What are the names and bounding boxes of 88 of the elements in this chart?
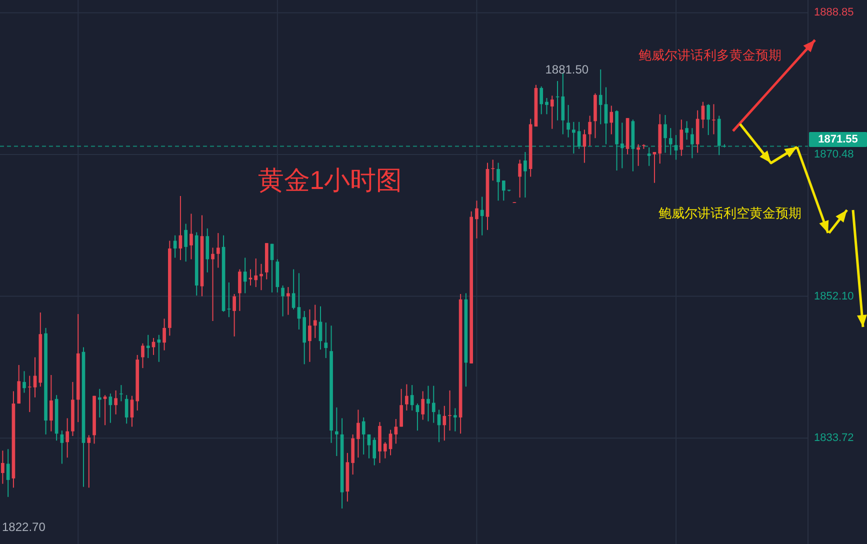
- candlestick: [636, 144, 640, 166]
- candlestick: [173, 234, 177, 258]
- text: 黄金1小时图: [258, 165, 402, 195]
- candlestick: [502, 180, 506, 202]
- candlestick: [540, 86, 544, 115]
- candlestick: [426, 385, 430, 422]
- candlestick: [545, 97, 548, 115]
- candlestick: [1, 450, 4, 484]
- candlestick: [518, 159, 522, 198]
- candlestick: [496, 162, 500, 202]
- candlestick: [216, 232, 220, 268]
- candlestick: [652, 152, 656, 184]
- candlestick: [87, 434, 91, 488]
- candlestick: [130, 395, 134, 428]
- candlestick: [566, 104, 570, 138]
- candlestick: [308, 308, 312, 362]
- candlestick: [442, 405, 446, 442]
- candlestick: [454, 408, 457, 432]
- candlestick: [281, 285, 284, 317]
- candlestick: [227, 282, 231, 318]
- candlestick: [184, 223, 188, 262]
- candlestick: [141, 342, 144, 369]
- y-tick-label: 1833.72: [814, 432, 854, 444]
- candlestick: [232, 293, 236, 337]
- candlestick: [706, 104, 710, 136]
- candlestick: [598, 68, 602, 125]
- candlestick: [405, 384, 408, 412]
- candlestick: [556, 80, 560, 121]
- candlestick: [524, 152, 527, 198]
- candlestick: [383, 442, 387, 459]
- candlestick: [588, 115, 592, 146]
- candlestick: [114, 390, 118, 415]
- candlestick: [372, 437, 376, 466]
- candlestick: [313, 304, 317, 338]
- candlestick: [491, 159, 495, 182]
- candlestick: [146, 334, 150, 359]
- candlestick: [124, 394, 128, 424]
- candlestick: [22, 370, 26, 394]
- annotation: 1881.50: [545, 62, 589, 76]
- y-tick-label: 1852.10: [814, 290, 854, 302]
- candlestick: [400, 388, 403, 428]
- candlestick: [334, 406, 338, 457]
- ref-line-label: 1871.55: [818, 133, 858, 146]
- candlestick: [98, 388, 102, 418]
- candlestick: [157, 334, 161, 362]
- candlestick: [211, 247, 214, 322]
- y-tick-label: 1870.48: [814, 148, 854, 160]
- candlestick: [685, 120, 688, 140]
- candlestick: [432, 385, 436, 424]
- candlestick: [28, 375, 32, 413]
- candlestick: [254, 258, 258, 288]
- candlestick: [60, 430, 64, 464]
- candlestick: [324, 322, 328, 359]
- candlestick: [260, 263, 263, 291]
- candlestick: [421, 390, 425, 420]
- candlestick: [416, 403, 420, 432]
- candlestick: [480, 196, 484, 236]
- y-tick-label: 1888.85: [814, 6, 854, 19]
- candlestick: [610, 105, 614, 135]
- candlestick: [475, 200, 478, 239]
- candlestick: [388, 429, 392, 456]
- candlestick: [410, 384, 414, 412]
- candlestick: [108, 393, 112, 424]
- annotation: 鲍威尔讲话利空黄金预期: [658, 206, 802, 220]
- candlestick: [362, 416, 366, 455]
- candlestick: [120, 384, 123, 402]
- candlestick: [286, 286, 290, 316]
- candlestick: [17, 364, 21, 404]
- candlestick: [394, 418, 398, 444]
- candlestick: [448, 390, 452, 432]
- candlestick: [356, 409, 360, 458]
- candlestick: [50, 374, 53, 432]
- candlestick: [561, 72, 565, 135]
- candlestick: [292, 268, 296, 310]
- candlestick: [190, 213, 193, 260]
- candlestick: [162, 318, 166, 351]
- candlestick: [647, 146, 651, 166]
- candlestick: [206, 228, 210, 273]
- candlestick: [680, 119, 684, 156]
- annotation: 1822.70: [2, 520, 46, 534]
- candlestick: [550, 95, 554, 130]
- candlestick: [243, 257, 247, 294]
- candlestick: [238, 268, 242, 312]
- candlestick: [103, 394, 107, 426]
- candlestick: [66, 418, 70, 458]
- candlestick: [701, 101, 705, 129]
- annotation: 鲍威尔讲话利多黄金预期: [638, 48, 782, 62]
- candlestick: [712, 104, 716, 135]
